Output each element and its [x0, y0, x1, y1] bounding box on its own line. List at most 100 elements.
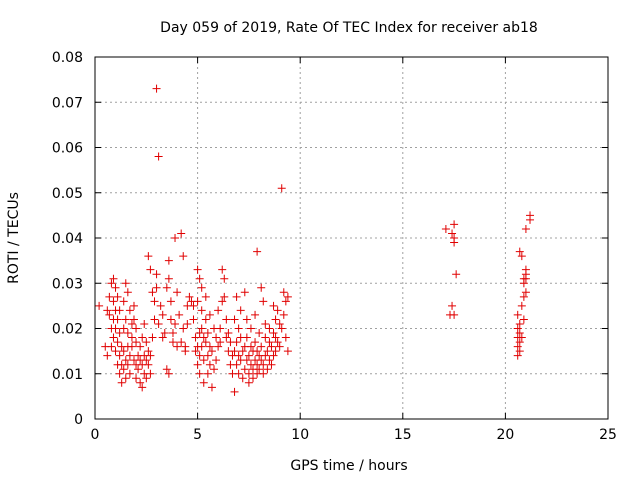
y-tick-label: 0.03	[52, 276, 83, 292]
data-point	[513, 342, 522, 351]
data-point	[103, 306, 112, 315]
data-point	[517, 301, 526, 310]
data-point	[168, 338, 177, 347]
data-point	[123, 329, 132, 338]
data-point	[162, 365, 171, 374]
data-point	[197, 324, 206, 333]
data-point	[144, 360, 153, 369]
data-point	[279, 310, 288, 319]
data-point	[267, 360, 276, 369]
data-point	[125, 351, 134, 360]
data-point	[144, 252, 153, 261]
data-point	[257, 283, 266, 292]
data-point	[234, 324, 243, 333]
data-point	[220, 274, 229, 283]
chart-title: Day 059 of 2019, Rate Of TEC Index for r…	[160, 20, 538, 36]
data-point	[109, 274, 118, 283]
data-point	[450, 310, 459, 319]
data-point	[152, 84, 161, 93]
data-point	[515, 338, 524, 347]
x-tick-label: 5	[193, 427, 202, 443]
data-point	[259, 297, 268, 306]
data-point	[146, 351, 155, 360]
data-point	[199, 333, 208, 342]
data-point	[251, 338, 260, 347]
data-point	[212, 356, 221, 365]
data-point	[201, 315, 210, 324]
data-point	[115, 369, 124, 378]
data-point	[103, 351, 112, 360]
data-point	[519, 292, 528, 301]
data-point	[263, 365, 272, 374]
data-point	[152, 283, 161, 292]
data-points	[95, 84, 535, 396]
data-point	[113, 292, 122, 301]
data-point	[177, 338, 186, 347]
data-point	[107, 342, 116, 351]
y-tick-label: 0	[74, 412, 83, 428]
data-point	[189, 301, 198, 310]
data-point	[185, 292, 194, 301]
data-point	[111, 324, 120, 333]
data-point	[166, 315, 175, 324]
data-point	[197, 306, 206, 315]
y-tick-label: 0.05	[52, 186, 83, 202]
data-point	[269, 329, 278, 338]
data-point	[105, 310, 114, 319]
data-point	[259, 369, 268, 378]
data-point	[207, 383, 216, 392]
data-point	[240, 365, 249, 374]
data-point	[513, 351, 522, 360]
data-point	[517, 252, 526, 261]
data-point	[265, 356, 274, 365]
data-point	[158, 333, 167, 342]
x-tick-label: 10	[291, 427, 309, 443]
data-point	[121, 374, 130, 383]
data-point	[132, 324, 141, 333]
data-point	[201, 292, 210, 301]
data-point	[452, 270, 461, 279]
data-point	[450, 220, 459, 229]
data-point	[121, 315, 130, 324]
data-point	[450, 234, 459, 242]
data-point	[197, 283, 206, 292]
data-point	[166, 297, 175, 306]
data-point	[205, 360, 214, 369]
data-point	[171, 319, 180, 328]
data-point	[129, 315, 138, 324]
data-point	[148, 333, 157, 342]
data-point	[191, 347, 200, 356]
data-point	[191, 333, 200, 342]
data-point	[152, 270, 161, 279]
data-point	[179, 324, 188, 333]
data-point	[277, 324, 286, 333]
data-point	[164, 369, 173, 378]
data-point	[195, 369, 204, 378]
data-point	[117, 378, 126, 387]
data-point	[275, 342, 284, 351]
data-point	[146, 369, 155, 378]
data-point	[242, 315, 251, 324]
data-point	[205, 310, 214, 319]
data-point	[246, 324, 255, 333]
x-tick-label: 20	[496, 427, 514, 443]
data-point	[259, 360, 268, 369]
x-tick-label: 25	[599, 427, 617, 443]
data-point	[199, 356, 208, 365]
data-point	[193, 360, 202, 369]
data-point	[271, 347, 280, 356]
data-point	[513, 324, 522, 333]
axis-ticks: 0 5 10 15 20 25 0 0.01 0.02 0.03 0.04 0.05 0.06 0.07 0…	[52, 50, 617, 443]
data-point	[119, 324, 128, 333]
data-point	[154, 319, 163, 328]
data-point	[125, 369, 134, 378]
data-point	[173, 288, 182, 297]
data-point	[515, 329, 524, 338]
data-point	[275, 319, 284, 328]
data-point	[193, 265, 202, 274]
data-point	[521, 270, 530, 279]
data-point	[132, 374, 141, 383]
data-point	[127, 319, 136, 328]
x-tick-label: 15	[394, 427, 412, 443]
